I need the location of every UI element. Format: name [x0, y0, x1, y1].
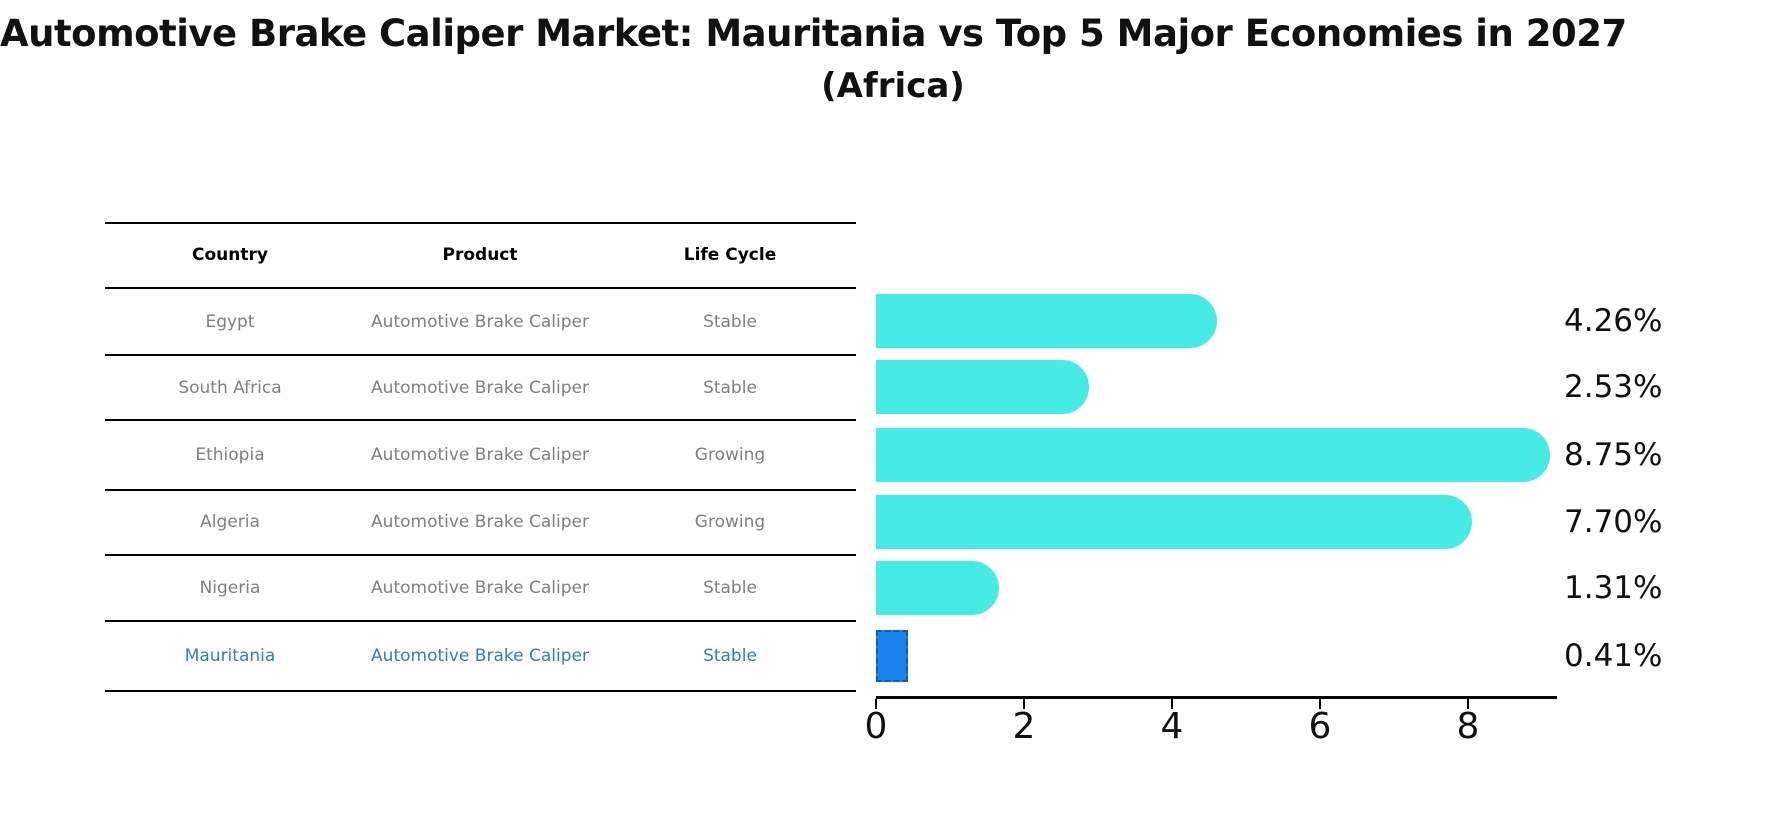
- table-row: Ethiopia Automotive Brake Caliper Growin…: [105, 443, 856, 467]
- x-axis-tick-label: 8: [1456, 706, 1480, 747]
- column-header-life-cycle: Life Cycle: [683, 245, 777, 265]
- table-divider: [105, 554, 856, 556]
- country-cell: Ethiopia: [195, 445, 265, 465]
- country-cell: Nigeria: [199, 578, 261, 598]
- value-label: 1.31%: [1564, 570, 1663, 606]
- column-header-product: Product: [442, 245, 518, 265]
- country-cell: Egypt: [205, 312, 255, 332]
- table-divider: [105, 419, 856, 421]
- x-axis-tick: [1171, 699, 1173, 709]
- life-cycle-cell: Growing: [694, 445, 766, 465]
- life-cycle-cell: Stable: [703, 578, 757, 598]
- x-axis-tick-label: 2: [1012, 706, 1036, 747]
- x-axis-tick-label: 0: [864, 706, 888, 747]
- x-axis-tick: [1319, 699, 1321, 709]
- table-row-highlighted: Mauritania Automotive Brake Caliper Stab…: [105, 644, 856, 668]
- product-cell: Automotive Brake Caliper: [371, 512, 589, 532]
- product-cell: Automotive Brake Caliper: [371, 312, 589, 332]
- table-divider: [105, 489, 856, 491]
- value-label: 4.26%: [1564, 303, 1663, 339]
- x-axis-tick-label: 6: [1308, 706, 1332, 747]
- country-cell: South Africa: [178, 378, 282, 398]
- value-label: 0.41%: [1564, 638, 1663, 674]
- chart-title: Automotive Brake Caliper Market: Maurita…: [0, 12, 1627, 55]
- table-divider: [105, 287, 856, 289]
- chart-subtitle: (Africa): [821, 66, 965, 106]
- life-cycle-cell: Stable: [703, 378, 757, 398]
- table-divider: [105, 620, 856, 622]
- column-header-country: Country: [192, 245, 268, 265]
- product-cell: Automotive Brake Caliper: [371, 646, 589, 666]
- bar-egypt: [876, 294, 1217, 348]
- x-axis-tick: [1023, 699, 1025, 709]
- life-cycle-cell: Stable: [703, 312, 757, 332]
- product-cell: Automotive Brake Caliper: [371, 378, 589, 398]
- table-divider: [105, 222, 856, 224]
- product-cell: Automotive Brake Caliper: [371, 578, 589, 598]
- life-cycle-cell: Growing: [694, 512, 766, 532]
- country-cell: Algeria: [200, 512, 260, 532]
- table-row: Algeria Automotive Brake Caliper Growing: [105, 510, 856, 534]
- value-label: 2.53%: [1564, 369, 1663, 405]
- life-cycle-cell: Stable: [703, 646, 757, 666]
- table-header-row: Country Product Life Cycle: [105, 243, 856, 267]
- value-label: 8.75%: [1564, 437, 1663, 473]
- bar-mauritania: [876, 630, 908, 682]
- value-label: 7.70%: [1564, 504, 1663, 540]
- table-row: Egypt Automotive Brake Caliper Stable: [105, 310, 856, 334]
- x-axis-tick: [1467, 699, 1469, 709]
- bar-ethiopia: [876, 428, 1550, 482]
- country-cell: Mauritania: [184, 646, 276, 666]
- table-divider: [105, 354, 856, 356]
- table-divider: [105, 690, 856, 692]
- product-cell: Automotive Brake Caliper: [371, 445, 589, 465]
- x-axis-tick: [875, 699, 877, 709]
- x-axis-tick-label: 4: [1160, 706, 1184, 747]
- bar-nigeria: [876, 561, 999, 615]
- bar-algeria: [876, 495, 1472, 549]
- table-row: Nigeria Automotive Brake Caliper Stable: [105, 576, 856, 600]
- bar-south-africa: [876, 360, 1089, 414]
- x-axis-line: [876, 696, 1557, 699]
- table-row: South Africa Automotive Brake Caliper St…: [105, 376, 856, 400]
